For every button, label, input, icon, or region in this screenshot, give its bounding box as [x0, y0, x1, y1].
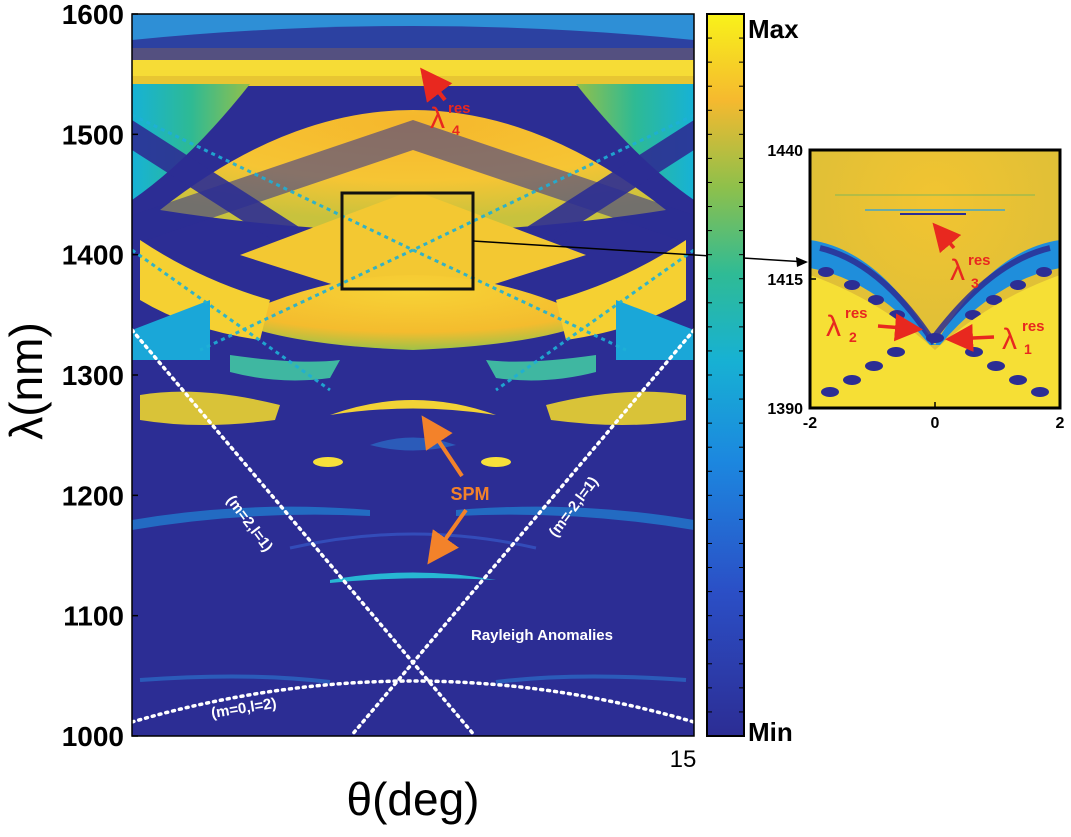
lambda1-sub: 1 — [1024, 341, 1032, 357]
inset-pattern-dot — [821, 387, 839, 397]
inset-x-tick-label: 0 — [931, 415, 940, 432]
lambda2-symbol: λ — [826, 310, 841, 343]
lambda4-annotation: λ res 4 — [420, 67, 471, 138]
lambda3-annotation: λ res 3 — [932, 222, 991, 291]
y-tick-label: 1100 — [63, 601, 124, 632]
lambda3-arrow — [932, 222, 962, 254]
inset-pattern-dot — [865, 361, 883, 371]
lambda2-annotation: λ res 2 — [826, 305, 923, 345]
inset-pattern-dot — [987, 361, 1005, 371]
inset-y-tick-label: 1390 — [767, 401, 803, 418]
inset-pattern-dot — [868, 295, 884, 305]
inset-pattern-dot — [986, 295, 1002, 305]
spm-annotation: SPM — [421, 415, 490, 565]
spm-label: SPM — [450, 484, 489, 504]
inset-pattern-dot — [926, 333, 944, 343]
y-axis-label: λ(nm) — [0, 322, 52, 440]
inset-pattern-dot — [844, 280, 860, 290]
inset-pointer-arrowhead — [796, 257, 808, 267]
y-tick-label: 1000 — [62, 721, 124, 752]
inset-pattern-dot — [1031, 387, 1049, 397]
lambda1-symbol: λ — [1002, 323, 1017, 356]
inset-y-axis: 1390 1415 1440 — [767, 143, 816, 418]
y-tick-label: 1500 — [62, 119, 124, 150]
x-axis-label: θ(deg) — [347, 773, 480, 825]
y-tick-label: 1600 — [62, 0, 124, 30]
spm-arrow-down — [427, 508, 468, 565]
lambda2-sub: 2 — [849, 329, 857, 345]
inset-x-tick-label: -2 — [803, 415, 817, 432]
lambda4-sub: 4 — [452, 122, 460, 138]
inset-pattern-dot — [1036, 267, 1052, 277]
lambda3-sub: 3 — [971, 275, 979, 291]
lambda4-arrow — [420, 67, 453, 103]
y-tick-label: 1400 — [62, 240, 124, 271]
rayleigh-label: Rayleigh Anomalies — [471, 627, 613, 644]
inset-pattern-dot — [1009, 375, 1027, 385]
lambda1-sup: res — [1022, 318, 1045, 335]
lambda2-sup: res — [845, 305, 868, 322]
y-tick-label: 1200 — [62, 480, 124, 511]
lambda1-annotation: λ res 1 — [945, 318, 1045, 357]
lambda1-arrow — [945, 324, 995, 352]
inset-pattern-dot — [887, 347, 905, 357]
lambda2-arrow — [877, 313, 923, 342]
colorbar-min-label: Min — [748, 717, 793, 747]
spm-arrow-up — [421, 415, 464, 478]
y-tick-label: 1300 — [62, 360, 124, 391]
inset-pattern-dot — [1010, 280, 1026, 290]
inset-y-tick-label: 1415 — [767, 272, 803, 289]
lambda4-sup: res — [448, 100, 471, 117]
inset-heatmap — [810, 150, 1060, 408]
inset-pattern-dot — [843, 375, 861, 385]
x-tick-15: 15 — [670, 746, 697, 773]
inset-pointer-line — [472, 240, 807, 263]
inset-y-tick-label: 1440 — [767, 143, 803, 160]
lambda4-symbol: λ — [430, 102, 445, 135]
inset-pattern-dot — [965, 347, 983, 357]
inset-pattern-dot — [818, 267, 834, 277]
inset-x-tick-label: 2 — [1056, 415, 1065, 432]
colorbar-ticks — [707, 37, 744, 713]
colorbar-max-label: Max — [748, 14, 799, 44]
inset-x-axis: -2 0 2 — [803, 402, 1065, 432]
main-heatmap — [132, 14, 694, 736]
lambda3-symbol: λ — [950, 254, 965, 287]
lambda3-sup: res — [968, 252, 991, 269]
colorbar — [706, 13, 745, 737]
y-axis: 1000 1100 1200 1300 1400 1500 1600 — [62, 0, 138, 752]
